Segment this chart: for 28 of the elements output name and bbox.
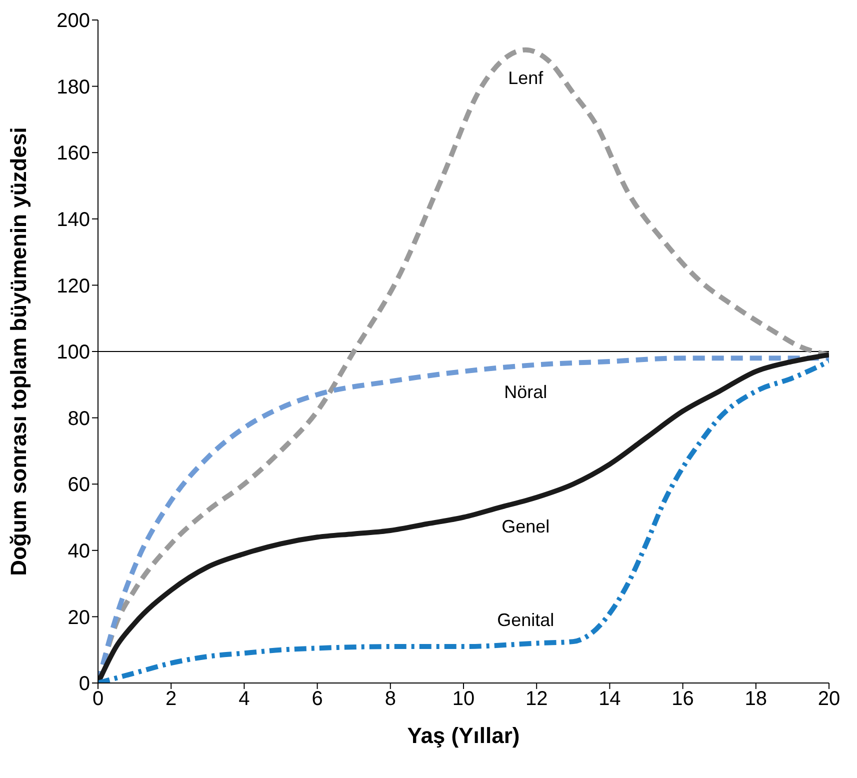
y-tick-label: 0 [78, 673, 90, 696]
y-tick-label: 180 [56, 76, 90, 98]
y-tick-label: 40 [68, 540, 90, 562]
y-tick-label: 100 [56, 342, 90, 364]
y-tick-label: 80 [68, 408, 90, 430]
x-tick-label: 6 [312, 688, 323, 710]
y-tick-label: 200 [56, 10, 90, 32]
y-tick-label: 20 [68, 606, 90, 629]
x-tick-label: 0 [92, 688, 104, 710]
x-tick-label: 16 [672, 688, 694, 710]
y-axis-title: Doğum sonrası toplam büyümenin yüzdesi [6, 127, 31, 576]
y-tick-label: 120 [56, 275, 90, 298]
series-label: Genel [502, 516, 550, 537]
x-tick-label: 10 [452, 688, 475, 710]
series-label: Nöral [504, 382, 548, 402]
x-tick-label: 2 [166, 688, 177, 710]
x-tick-label: 8 [384, 688, 396, 710]
x-tick-label: 18 [744, 688, 768, 710]
y-tick-label: 60 [68, 474, 90, 496]
x-axis-title: Yaş (Yıllar) [407, 723, 520, 748]
series-label: Genital [497, 610, 554, 630]
x-tick-label: 14 [598, 688, 621, 710]
x-tick-label: 12 [525, 688, 548, 710]
x-tick-label: 20 [818, 688, 840, 710]
x-tick-label: 4 [238, 688, 250, 710]
series-label: Lenf [508, 68, 544, 88]
y-tick-label: 160 [56, 142, 90, 165]
y-tick-label: 140 [56, 209, 90, 231]
